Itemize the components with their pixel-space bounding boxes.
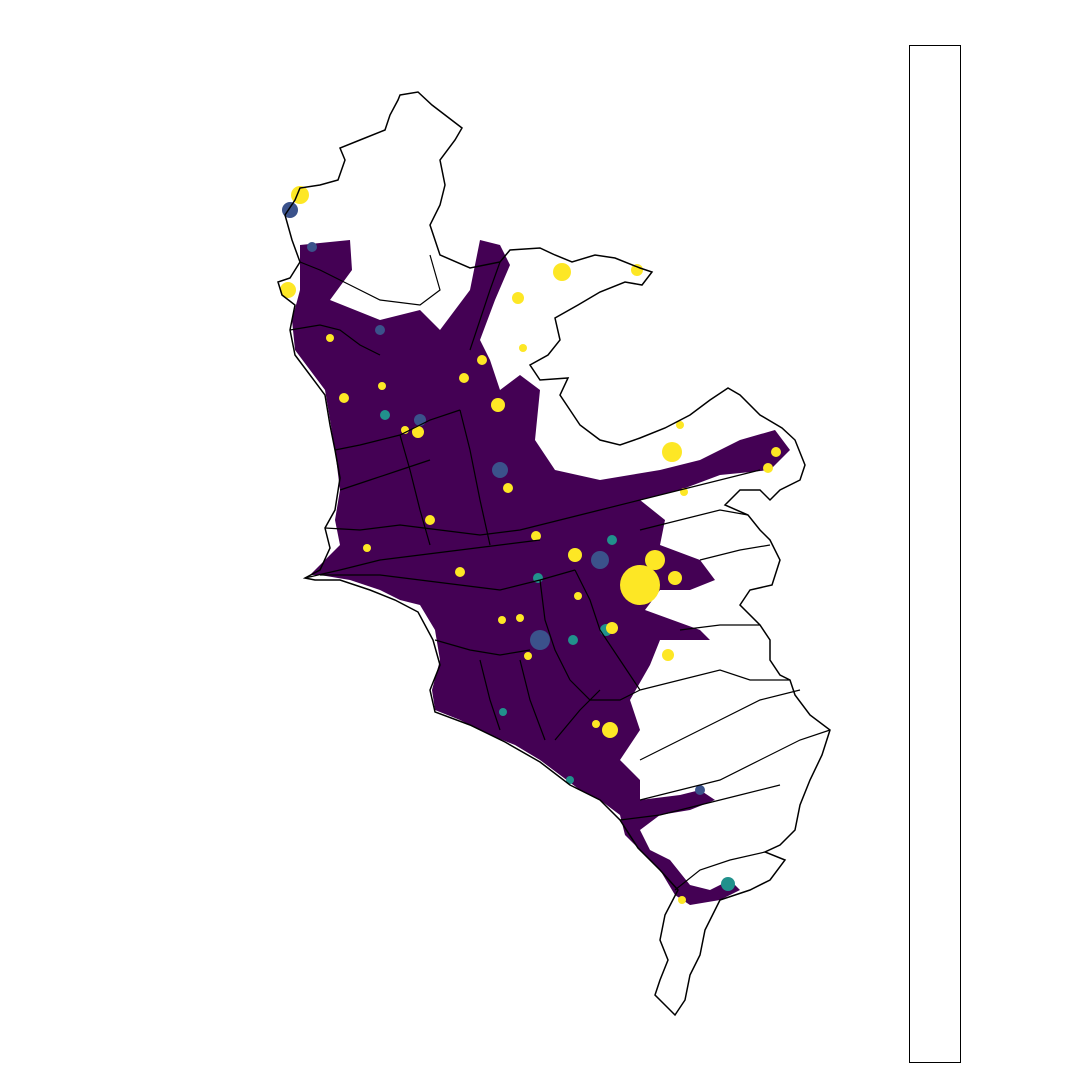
peru-hexbin-map — [277, 91, 831, 1017]
peru-outline — [277, 91, 831, 1017]
hexbin-high — [280, 186, 781, 904]
coverage-north — [292, 240, 790, 905]
colorbar — [909, 45, 961, 1063]
region-boundaries — [289, 254, 831, 891]
hexbin-coverage — [292, 240, 790, 905]
